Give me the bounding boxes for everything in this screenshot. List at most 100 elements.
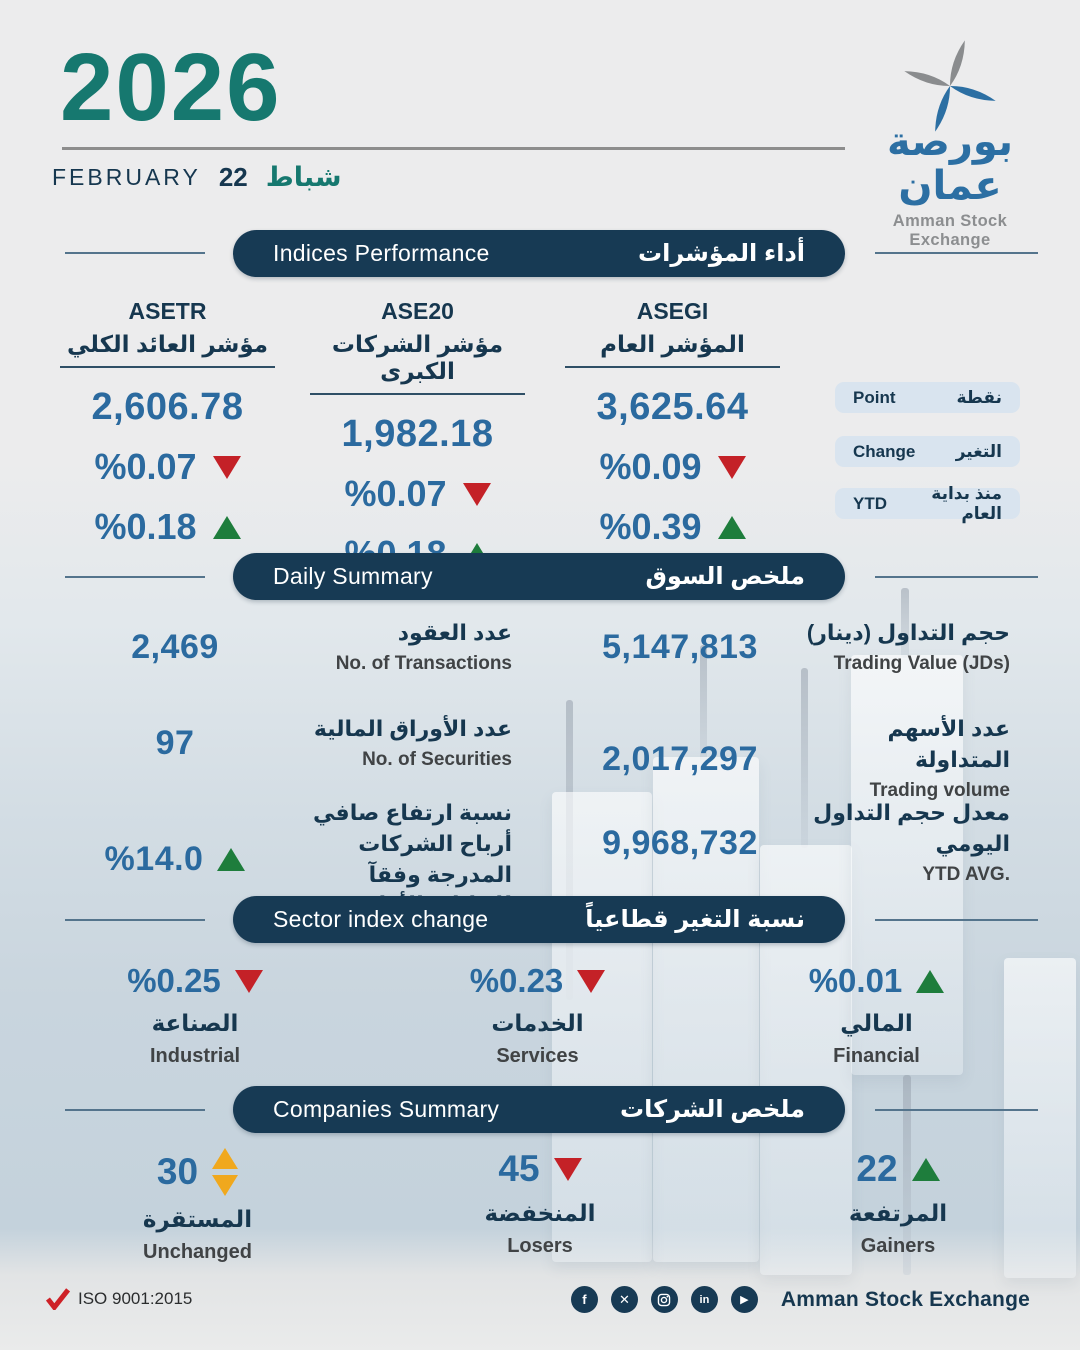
index-ytd-row: %0.18 <box>60 505 275 549</box>
sector-name-ar: الصناعة <box>151 1010 239 1036</box>
index-code: ASETR <box>128 298 207 324</box>
section-header-companies: Companies Summary ملخص الشركات <box>233 1086 845 1133</box>
down-arrow-icon <box>462 482 491 506</box>
up-arrow-icon <box>212 515 241 539</box>
down-arrow-icon <box>212 455 241 479</box>
section-title-en: Sector index change <box>273 906 489 932</box>
instagram-icon[interactable] <box>650 1286 678 1313</box>
row-label-en: Point <box>853 387 896 407</box>
companies-losers: 45 المنخفضة Losers <box>400 1148 680 1258</box>
stat-row-transactions: 2,469 عدد العقود No. of Transactions <box>60 618 512 677</box>
x-icon[interactable]: ✕ <box>610 1286 638 1313</box>
index-name-ar: المؤشر العام <box>600 331 745 357</box>
companies-count: 22 <box>856 1148 898 1189</box>
down-arrow-icon <box>717 455 746 479</box>
sector-value-row: %0.23 <box>400 962 675 1000</box>
down-arrow-icon <box>234 969 263 993</box>
stat-row-ytd-avg: 9,968,732 معدل حجم التداول اليومي YTD AV… <box>565 798 1010 888</box>
logo-arabic-name: بورصة عمان <box>886 120 1014 208</box>
stat-label-ar: معدل حجم التداول اليومي <box>813 800 1010 856</box>
stat-row-trading-volume: 2,017,297 عدد الأسهم المتداولة Trading v… <box>565 714 1010 804</box>
stat-value: 2,017,297 <box>602 739 758 778</box>
decorative-line <box>875 1109 1038 1111</box>
decorative-line <box>65 1109 205 1111</box>
linkedin-icon[interactable]: in <box>690 1286 718 1313</box>
index-code: ASE20 <box>381 298 454 324</box>
companies-count: 30 <box>156 1151 199 1192</box>
sector-change-value: %0.23 <box>469 962 564 999</box>
sector-change-value: %0.01 <box>808 962 903 999</box>
decorative-line <box>875 576 1038 578</box>
companies-label-ar: المستقرة <box>142 1206 253 1232</box>
stat-label-en: Trading Value (JDs) <box>833 652 1010 674</box>
sector-value-row: %0.25 <box>60 962 330 1000</box>
sector-name-ar: المالي <box>840 1010 913 1036</box>
index-column-asetr: ASETR مؤشر العائد الكلي 2,606.78 %0.07 %… <box>60 298 275 549</box>
companies-label-en: Unchanged <box>143 1241 252 1263</box>
footer-brand-name: Amman Stock Exchange <box>780 1287 1030 1311</box>
decorative-line <box>875 919 1038 921</box>
sector-change-value: %0.25 <box>127 962 221 999</box>
stat-label-ar-line1: نسبة ارتفاع صافي أرباح الشركات <box>313 800 512 856</box>
logo-english-name: Amman Stock Exchange <box>892 212 1008 249</box>
section-header-indices: Indices Performance أداء المؤشرات <box>233 230 845 277</box>
stat-value: 5,147,813 <box>602 628 758 667</box>
index-ytd-value: %0.18 <box>94 506 197 547</box>
footer-social-row: f ✕ in ▶ Amman Stock Exchange <box>570 1286 1030 1313</box>
row-label-change: Change التغير <box>835 436 1020 467</box>
index-name-ar: مؤشر العائد الكلي <box>67 331 268 357</box>
decorative-line <box>875 252 1038 254</box>
youtube-icon[interactable]: ▶ <box>730 1286 758 1313</box>
down-arrow-icon <box>577 969 606 993</box>
companies-count: 45 <box>498 1148 540 1189</box>
facebook-icon[interactable]: f <box>570 1286 598 1313</box>
sector-name-en: Services <box>496 1045 579 1067</box>
row-label-ar: التغير <box>955 441 1002 461</box>
stat-label-en: No. of Transactions <box>335 652 512 674</box>
companies-value-row: 30 <box>60 1148 335 1196</box>
index-underline <box>565 366 780 368</box>
index-change-row: %0.07 <box>310 472 525 516</box>
index-change-value: %0.07 <box>94 446 197 487</box>
stat-row-trading-value: 5,147,813 حجم التداول (دينار) Trading Va… <box>565 618 1010 677</box>
stat-label-ar: حجم التداول (دينار) <box>806 620 1010 645</box>
stat-value: 2,469 <box>131 628 219 667</box>
down-arrow-icon <box>553 1157 582 1181</box>
up-arrow-icon <box>217 848 246 872</box>
index-point-value: 3,625.64 <box>596 386 749 428</box>
stat-label: عدد العقود No. of Transactions <box>290 618 512 677</box>
stat-label: حجم التداول (دينار) Trading Value (JDs) <box>795 618 1010 677</box>
day-number: 22 <box>218 162 248 192</box>
date-row: FEBRUARY 22 شباط <box>52 162 342 193</box>
iso-label: ISO 9001:2015 <box>78 1289 193 1308</box>
section-header-daily: Daily Summary ملخص السوق <box>233 553 845 600</box>
section-title-en: Companies Summary <box>273 1096 500 1122</box>
row-label-en: YTD <box>853 493 887 513</box>
stat-label-en: YTD AVG. <box>922 863 1010 885</box>
section-title-ar: نسبة التغير قطاعياً <box>585 906 805 933</box>
year-title: 2026 <box>60 34 282 141</box>
decorative-line <box>65 252 205 254</box>
section-title-ar: أداء المؤشرات <box>638 240 805 267</box>
up-arrow-icon <box>916 969 945 993</box>
section-title-ar: ملخص الشركات <box>619 1096 805 1123</box>
companies-label-ar: المرتفعة <box>848 1200 948 1226</box>
companies-label-ar: المنخفضة <box>484 1200 596 1226</box>
stat-value: %14.0 <box>104 840 204 879</box>
row-label-ar: منذ بداية العام <box>931 483 1002 523</box>
row-label-ytd: منذ بداية العام YTD <box>835 484 1020 523</box>
row-label-ar: نقطة <box>956 387 1003 407</box>
companies-label-en: Gainers <box>860 1235 936 1257</box>
red-check-icon <box>46 1288 70 1310</box>
index-change-row: %0.09 <box>565 445 780 489</box>
stat-label-en: Trading volume <box>869 779 1010 801</box>
index-point-value: 1,982.18 <box>341 413 494 455</box>
stat-row-securities: 97 عدد الأوراق المالية No. of Securities <box>60 714 512 773</box>
sector-name-ar: الخدمات <box>491 1010 584 1036</box>
sector-financial: %0.01 المالي Financial <box>740 962 1013 1068</box>
decorative-line <box>65 919 205 921</box>
stat-label-ar: عدد العقود <box>397 620 512 645</box>
decorative-line <box>65 576 205 578</box>
index-change-value: %0.07 <box>344 473 447 514</box>
sector-industrial: %0.25 الصناعة Industrial <box>60 962 330 1068</box>
